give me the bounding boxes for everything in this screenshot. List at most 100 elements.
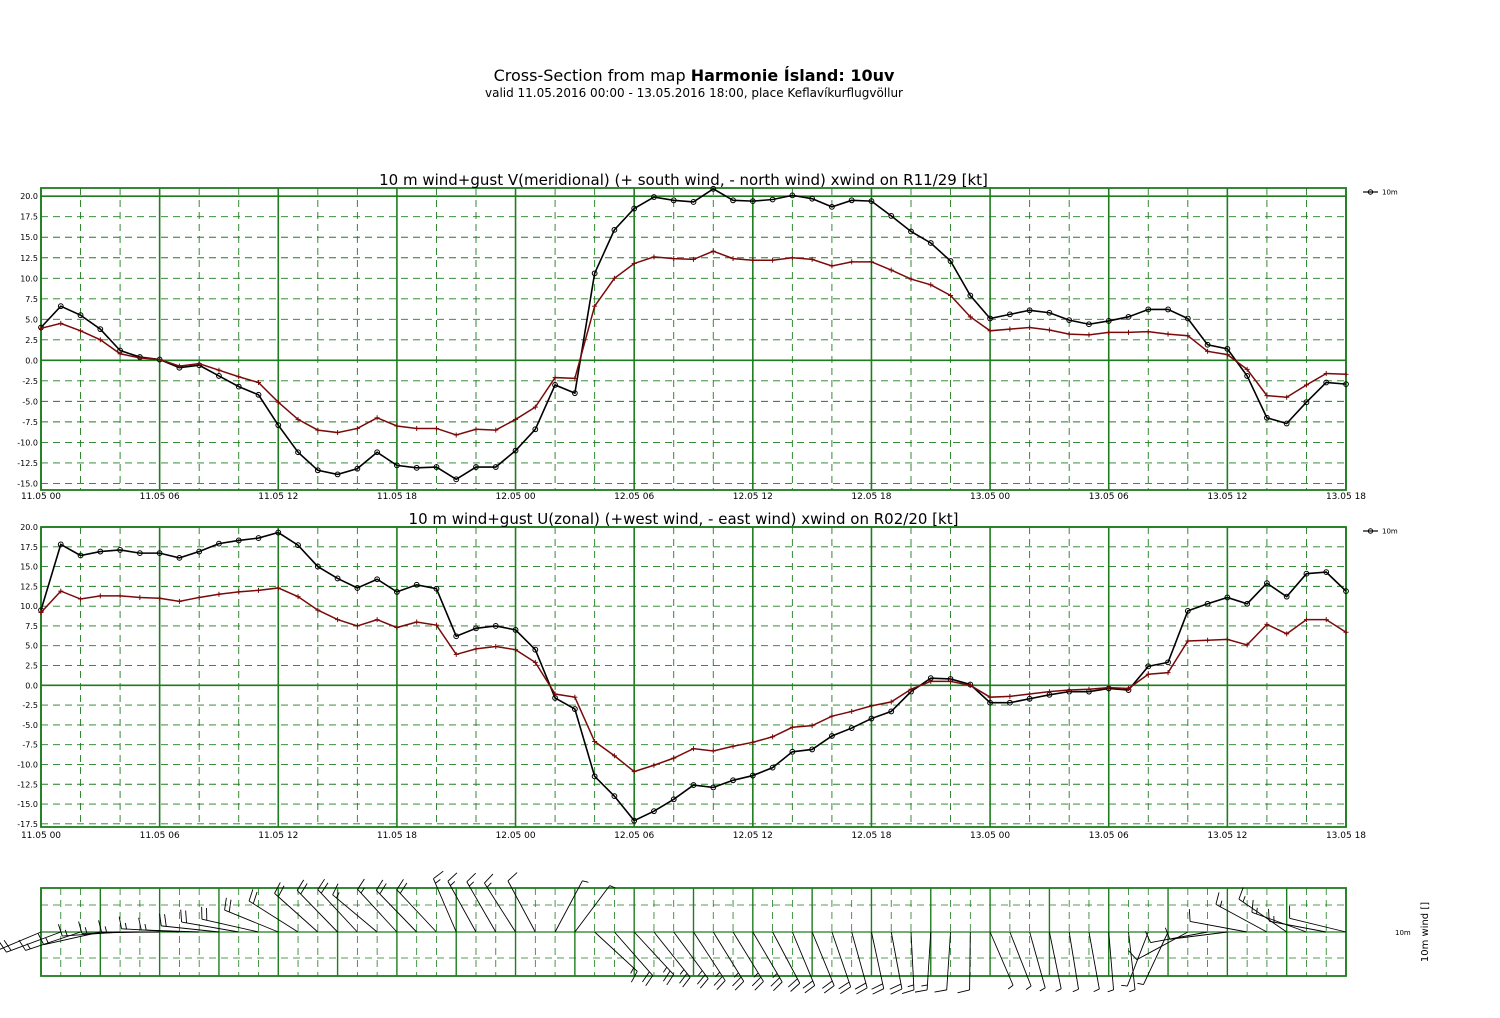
barb-feather [679, 973, 688, 984]
gust-data-point [631, 769, 637, 775]
barb-half-feather [104, 926, 108, 933]
gust-data-point [611, 753, 617, 759]
wind-data-point [1086, 321, 1092, 328]
gust-data-point [38, 325, 44, 331]
gust-data-point [1264, 393, 1270, 399]
barb-staff [693, 931, 726, 981]
barb-feather [138, 917, 142, 931]
gust-data-point [592, 303, 598, 309]
y-tick-label: 12.5 [20, 582, 38, 591]
x-tick-label: 11.05 06 [140, 831, 180, 841]
gust-data-point [354, 623, 360, 629]
wind-barb [180, 909, 239, 933]
barb-feather [3, 939, 12, 951]
y-tick-label: -2.5 [22, 701, 38, 710]
wind-data-point [433, 464, 440, 470]
wind-data-point [1303, 570, 1310, 577]
wind-data-point [809, 746, 816, 753]
wind-data-point [1145, 663, 1152, 670]
barb-half-feather [697, 970, 703, 976]
barb-staff [1136, 931, 1189, 961]
barb-staff [1029, 931, 1046, 988]
x-tick-label: 11.05 12 [258, 831, 298, 841]
wind-data-point [670, 796, 677, 803]
gust-data-point [1007, 693, 1013, 699]
wind-data-point [433, 585, 440, 592]
gust-data-point [394, 625, 400, 631]
wind-barb [248, 889, 299, 933]
barb-feather [871, 983, 883, 990]
wind-data-point [987, 699, 993, 706]
gust-data-point [78, 596, 84, 602]
wind-data-point [730, 777, 736, 784]
barb-half-feather [630, 967, 635, 974]
wind-barb [332, 883, 378, 933]
wind-data-point [868, 715, 875, 722]
wind-data-point [908, 228, 914, 235]
gust-data-point [473, 646, 479, 652]
x-tick-label: 13.05 18 [1326, 831, 1366, 841]
gust-data-point [651, 254, 657, 260]
wind-data-point [97, 548, 104, 555]
wind-data-point [1343, 588, 1349, 595]
wind-data-point [136, 550, 143, 557]
gust-data-point [1323, 370, 1329, 376]
gust-data-point [433, 425, 439, 431]
gust-data-point [493, 644, 499, 650]
gust-data-point [552, 691, 558, 697]
gust-series-line [40, 587, 1347, 773]
gust-data-point [236, 589, 242, 595]
gust-data-point [414, 425, 420, 431]
barb-half-feather [1107, 989, 1114, 993]
wind-data-point [710, 784, 717, 791]
barb-staff [274, 893, 319, 933]
wind-barb [274, 882, 319, 933]
barb-feather [433, 870, 444, 880]
barb-staff [673, 931, 709, 979]
gust-data-point [888, 699, 894, 705]
barb-feather [399, 882, 408, 894]
wind-data-point [492, 464, 499, 470]
barb-feather [773, 981, 783, 991]
wind-barb [811, 931, 835, 994]
gust-data-point [78, 328, 84, 334]
wind-data-point [967, 292, 974, 299]
x-tick-label: 13.05 06 [1089, 492, 1129, 502]
x-tick-label: 12.05 00 [496, 492, 536, 502]
gust-data-point [315, 427, 321, 433]
barb-feather [645, 975, 654, 986]
gust-data-point [1126, 329, 1131, 335]
barb-feather [732, 976, 742, 987]
wind-data-point [453, 633, 460, 640]
gust-data-point [97, 593, 103, 599]
wind-data-point [1204, 600, 1211, 607]
barb-half-feather [907, 984, 914, 988]
gust-data-point [987, 694, 993, 700]
wind-barb [447, 872, 477, 933]
wind-barb [1215, 892, 1268, 933]
barb-half-feather [1129, 989, 1136, 993]
wind-barb [901, 931, 915, 994]
barb-feather [1145, 931, 1151, 943]
wind-data-point [809, 195, 816, 202]
gust-data-point [750, 739, 756, 745]
wind-data-point [1303, 399, 1310, 406]
barb-half-feather [1025, 985, 1032, 990]
barb-staff [317, 889, 358, 933]
wind-data-point [1184, 315, 1191, 322]
wind-barb [1121, 931, 1149, 987]
gust-data-point [1106, 685, 1112, 691]
barb-staff [1150, 931, 1208, 943]
wind-data-point [868, 198, 875, 205]
gust-data-point [1126, 685, 1131, 691]
gust-data-point [928, 282, 934, 288]
wind-data-point [947, 258, 954, 264]
barb-feather [822, 980, 833, 989]
barb-feather [790, 982, 801, 992]
wind-data-point [354, 465, 361, 472]
gust-data-point [552, 375, 558, 381]
wind-data-point [473, 625, 479, 632]
barb-half-feather [582, 880, 589, 883]
gust-data-point [671, 256, 677, 262]
